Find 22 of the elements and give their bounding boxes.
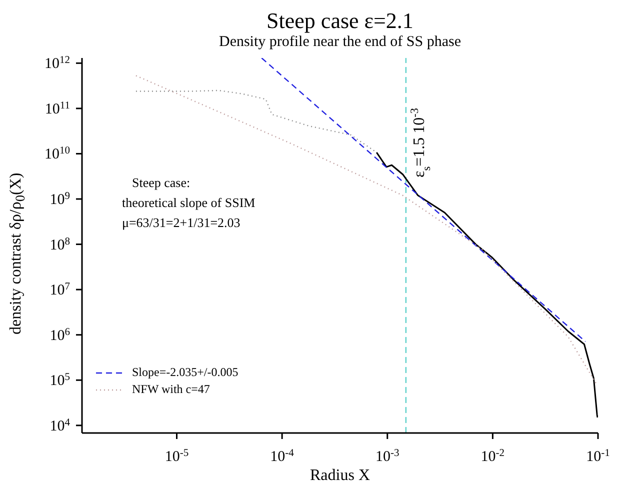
annotation: μ=63/31=2+1/31=2.03: [122, 214, 242, 232]
annotation: Steep case:: [131, 174, 192, 192]
x-tick-label: 10$^{-3}$: [375, 448, 400, 465]
y-tick-label: 10$^{7}$: [50, 281, 70, 299]
chart-title: Steep case ε=2.1: [266, 8, 414, 34]
y-tick-label: 10$^{12}$: [44, 54, 70, 72]
x-tick-label: 10$^{-4}$: [270, 448, 295, 465]
x-tick-label: 10$^{-2}$: [480, 448, 505, 465]
x-axis-title: Radius X: [309, 467, 371, 485]
y-tick-label: 10$^{5}$: [50, 372, 70, 390]
y-tick-label: 10$^{11}$: [44, 100, 70, 118]
x-tick-label: 10$^{-5}$: [164, 448, 189, 465]
y-tick-label: 10$^{6}$: [50, 326, 70, 344]
y-tick-label: 10$^{9}$: [50, 190, 70, 208]
annotation: theoretical slope of SSIM: [122, 194, 256, 212]
legend-label: NFW with c=47: [132, 381, 210, 398]
x-tick-label: 10$^{-1}$: [586, 448, 610, 465]
legend-label: Slope=-2.035+/-0.005: [132, 364, 238, 381]
y-tick-label: 10$^{4}$: [50, 416, 71, 434]
chart-subtitle: Density profile near the end of SS phase: [218, 34, 462, 51]
y-tick-label: 10$^{10}$: [44, 145, 70, 163]
y-tick-label: 10$^{8}$: [50, 236, 70, 254]
